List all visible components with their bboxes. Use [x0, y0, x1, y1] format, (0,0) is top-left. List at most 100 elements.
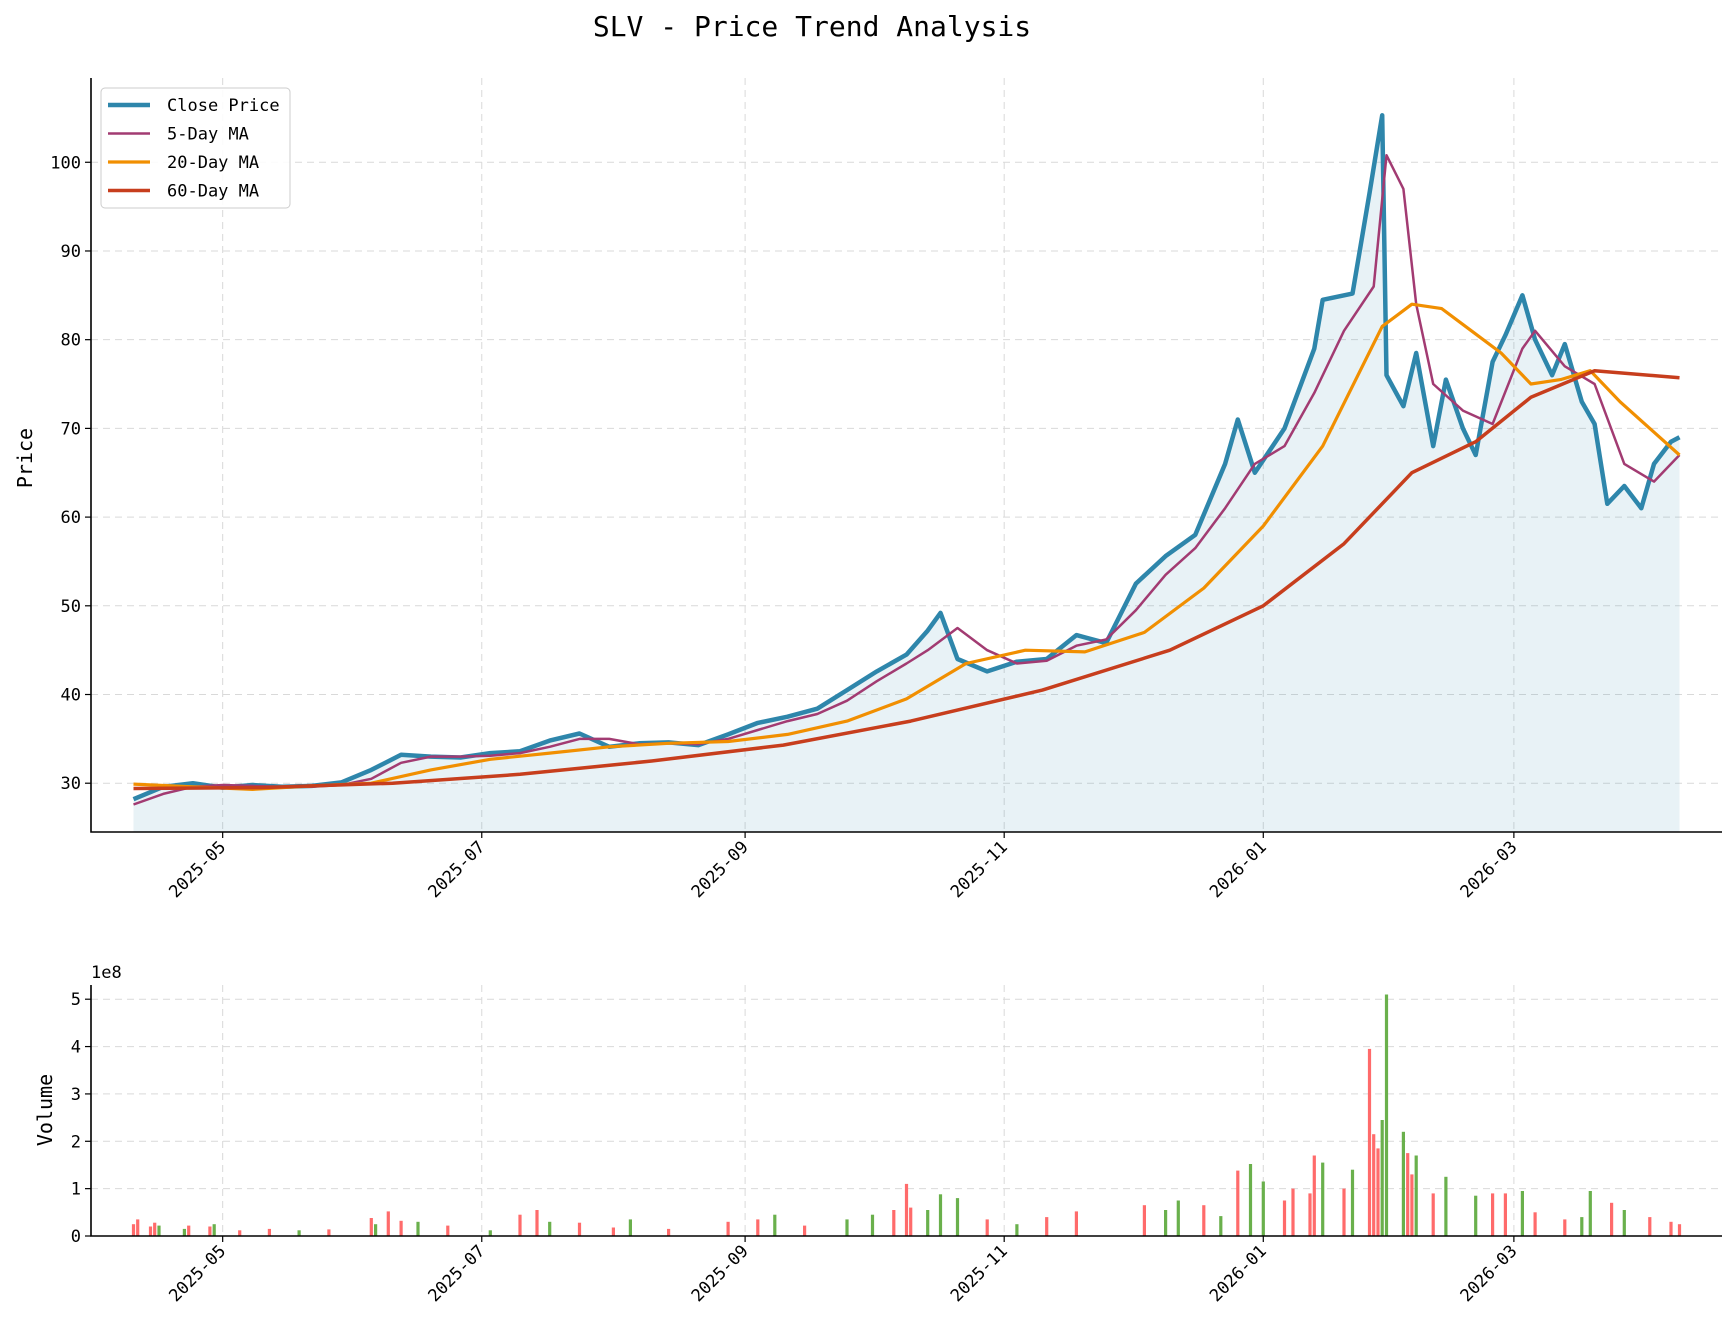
- volume-bar: [399, 1220, 403, 1236]
- volume-y-tick-label: 3: [71, 1085, 81, 1105]
- price-y-tick-label: 70: [61, 419, 81, 439]
- legend-box: [100, 87, 291, 209]
- close-price-fill: [133, 115, 1680, 833]
- volume-bar: [157, 1225, 161, 1236]
- volume-bar: [1164, 1210, 1168, 1236]
- volume-bar: [909, 1207, 913, 1236]
- price-y-tick-label: 60: [61, 508, 81, 528]
- volume-bar: [803, 1225, 807, 1236]
- volume-bar: [1520, 1191, 1524, 1236]
- volume-y-tick-label: 5: [71, 990, 81, 1010]
- volume-bar: [446, 1225, 450, 1236]
- volume-bar: [1308, 1193, 1312, 1236]
- volume-bar: [1176, 1200, 1180, 1236]
- volume-bar: [1015, 1224, 1019, 1236]
- legend-label: 20-Day MA: [167, 153, 259, 173]
- volume-bar: [131, 1224, 136, 1236]
- price-x-tick-label: 2026-03: [1457, 837, 1522, 902]
- volume-bar: [667, 1228, 671, 1236]
- volume-bar: [1491, 1193, 1495, 1236]
- legend-label: 5-Day MA: [167, 125, 249, 145]
- volume-bar: [1321, 1162, 1325, 1236]
- volume-bar: [1291, 1188, 1295, 1236]
- volume-bar: [267, 1228, 271, 1236]
- volume-bar: [518, 1214, 522, 1236]
- volume-bar: [1622, 1210, 1626, 1236]
- volume-bar: [845, 1219, 849, 1236]
- volume-bar: [1312, 1155, 1316, 1236]
- volume-bar: [1367, 1048, 1372, 1236]
- volume-bar: [1610, 1202, 1614, 1236]
- volume-bar: [153, 1222, 157, 1236]
- price-y-tick-label: 80: [61, 331, 81, 351]
- price-x-tick-label: 2025-07: [424, 837, 489, 902]
- volume-bar: [1406, 1153, 1410, 1236]
- series-line-20-day-ma: [133, 302, 1681, 791]
- volume-bar: [1261, 1181, 1265, 1236]
- volume-bar: [628, 1219, 632, 1236]
- volume-bar: [1045, 1217, 1049, 1236]
- price-x-tick-label: 2025-11: [947, 837, 1012, 902]
- volume-bar: [1219, 1216, 1223, 1236]
- volume-bar: [1384, 994, 1389, 1236]
- volume-x-ticks: 2025-05 2025-07 2025-09 2025-11 2026-01 2026-…: [165, 1236, 1521, 1306]
- volume-bar: [212, 1224, 216, 1236]
- volume-bar: [1401, 1131, 1405, 1236]
- price-y-ticks: 30 40 50 60 70 80 90 100: [50, 153, 91, 794]
- volume-bar: [1142, 1205, 1146, 1236]
- price-grid: [91, 78, 1722, 832]
- volume-bar: [1372, 1134, 1376, 1236]
- volume-bar: [756, 1219, 760, 1236]
- price-y-tick-label: 100: [50, 153, 81, 173]
- volume-bar: [1431, 1193, 1435, 1236]
- price-x-tick-label: 2026-01: [1206, 837, 1271, 902]
- volume-bar: [1669, 1221, 1673, 1236]
- volume-bar: [1648, 1217, 1652, 1236]
- volume-bar: [535, 1210, 539, 1236]
- volume-bar: [327, 1229, 331, 1236]
- volume-bar: [926, 1210, 930, 1236]
- volume-bar: [938, 1194, 943, 1236]
- volume-bars: [131, 994, 1682, 1236]
- volume-bar: [1342, 1188, 1346, 1236]
- legend-label: 60-Day MA: [167, 182, 259, 202]
- volume-bar: [1248, 1164, 1253, 1236]
- price-y-tick-label: 30: [61, 774, 81, 794]
- volume-bar: [870, 1214, 875, 1236]
- price-x-ticks: 2025-05 2025-07 2025-09 2025-11 2026-01 2026-…: [165, 832, 1521, 902]
- chart-title: SLV - Price Trend Analysis: [593, 10, 1031, 43]
- volume-y-tick-label: 1: [71, 1180, 81, 1200]
- volume-bar: [985, 1219, 989, 1236]
- volume-bar: [1563, 1219, 1567, 1236]
- volume-panel: 0 1 2 3 4 5 2025-05 2025-07 2025-09 2025-11 2026-…: [33, 963, 1722, 1306]
- volume-bar: [374, 1224, 378, 1236]
- volume-bar: [148, 1226, 153, 1236]
- volume-bar: [1350, 1169, 1355, 1236]
- volume-bar: [297, 1230, 301, 1236]
- volume-bar: [208, 1226, 212, 1236]
- volume-bar: [904, 1183, 909, 1236]
- volume-bar: [238, 1230, 242, 1236]
- price-y-tick-label: 50: [61, 597, 81, 617]
- price-y-tick-label: 90: [61, 242, 81, 262]
- volume-y-label: Volume: [33, 1074, 57, 1146]
- volume-bar: [1236, 1170, 1240, 1236]
- volume-y-tick-label: 0: [71, 1227, 81, 1247]
- volume-bar: [1380, 1120, 1384, 1236]
- volume-bar: [1588, 1191, 1592, 1236]
- volume-y-tick-label: 2: [71, 1132, 81, 1152]
- volume-bar: [892, 1210, 896, 1236]
- volume-bar: [726, 1221, 730, 1236]
- price-y-label: Price: [13, 428, 37, 488]
- volume-bar: [1533, 1212, 1537, 1236]
- price-axes: [90, 78, 1722, 833]
- volume-bar: [488, 1230, 492, 1236]
- price-x-tick-label: 2025-05: [165, 837, 230, 902]
- volume-y-ticks: 0 1 2 3 4 5: [71, 990, 91, 1247]
- volume-bar: [1414, 1155, 1418, 1236]
- volume-bar: [1410, 1174, 1414, 1236]
- volume-bar: [1376, 1148, 1380, 1236]
- volume-bar: [548, 1221, 552, 1236]
